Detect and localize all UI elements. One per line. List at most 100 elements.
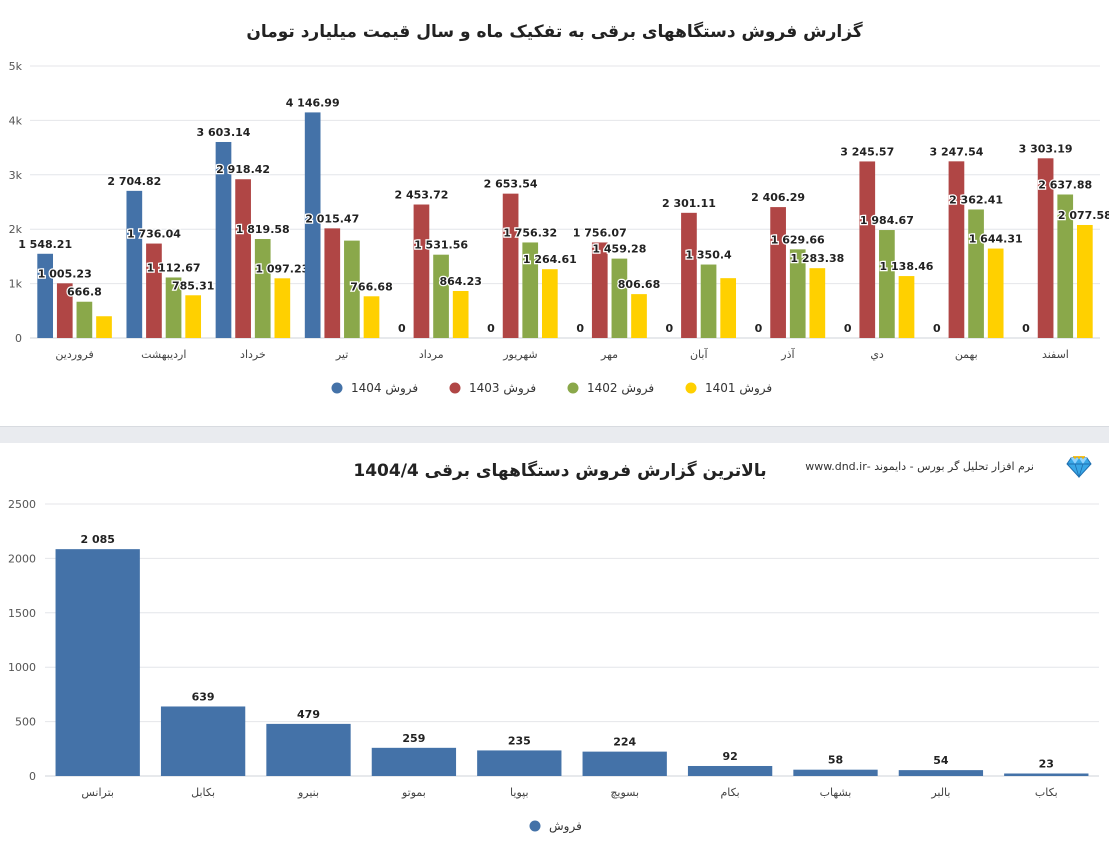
bar: [126, 190, 143, 338]
monthly-chart-title: گزارش فروش دستگاههای برقی به تفکیک ماه و…: [246, 22, 863, 42]
data-label: 54: [933, 754, 949, 767]
bar: [344, 240, 360, 338]
bar: [770, 207, 786, 338]
bar: [789, 249, 806, 338]
data-label: 2 637.88: [1038, 178, 1092, 191]
bar: [898, 770, 984, 776]
data-label: 806.68: [618, 278, 660, 291]
y-tick-label: 3k: [9, 169, 23, 182]
monthly-sales-chart: 0 1k 2k 3k 4k 5k 1 548.21 1 005.23 666.8 فروردین 2…: [9, 60, 1109, 396]
data-label: 2 077.58: [1058, 209, 1109, 222]
data-label: 1 548.21: [18, 238, 72, 251]
bar: [898, 276, 915, 338]
data-label: 224: [613, 736, 636, 749]
x-tick-label: اسفند: [1042, 348, 1069, 361]
bar: [433, 254, 449, 338]
data-label: 1 644.31: [969, 233, 1023, 246]
data-label: 23: [1039, 757, 1054, 770]
top-sales-chart-title: بالاترین گزارش فروش دستگاههای برقی 1404/…: [353, 461, 767, 481]
bar: [55, 549, 140, 776]
x-tick-label: بکابل: [191, 786, 215, 799]
y-tick-label: 4k: [9, 114, 23, 127]
x-tick-label: بکام: [720, 786, 739, 799]
data-label: 92: [722, 750, 737, 763]
x-tick-label: بکاب: [1035, 786, 1058, 799]
legend-label: فروش 1404: [351, 381, 418, 396]
bar: [987, 248, 1004, 338]
data-label: 2 015.47: [305, 212, 359, 225]
legend-marker: [567, 382, 579, 394]
y-tick-label: 5k: [9, 60, 23, 73]
bar: [1057, 194, 1074, 338]
data-label: 766.68: [350, 280, 392, 293]
data-label: 2 406.29: [751, 191, 805, 204]
legend-label: فروش 1401: [705, 381, 772, 396]
data-label: 2 362.41: [949, 193, 1003, 206]
y-tick-label: 500: [15, 716, 36, 729]
legend-item: فروش 1402: [567, 381, 654, 396]
data-label: 1 350.4: [685, 249, 732, 262]
legend-label: فروش 1403: [469, 381, 536, 396]
bar: [235, 179, 251, 338]
bar: [681, 212, 697, 338]
x-tick-label: بترانس: [81, 786, 114, 799]
x-tick-label: فروردین: [55, 348, 93, 361]
bar: [96, 316, 112, 338]
bar: [582, 751, 667, 776]
data-label: 479: [297, 708, 320, 721]
legend-item: فروش 1403: [449, 381, 536, 396]
data-label: 4 146.99: [286, 96, 340, 109]
brand-text: نرم افزار تحلیل گر بورس - دایموند -www.d…: [805, 460, 1034, 473]
data-label: 235: [508, 734, 531, 747]
y-tick-label: 1k: [9, 278, 23, 291]
x-tick-label: آبان: [690, 347, 708, 361]
data-label: 1 736.04: [127, 228, 181, 241]
bar: [1076, 224, 1093, 338]
legend-marker: [449, 382, 461, 394]
x-tick-label: دي: [870, 348, 884, 361]
bar: [165, 277, 182, 338]
x-tick-label: بهمن: [955, 348, 978, 361]
legend-item: فروش 1401: [685, 381, 772, 396]
data-label: 666.8: [67, 286, 102, 299]
bar: [413, 204, 430, 338]
bar: [76, 301, 93, 338]
bar: [254, 239, 271, 338]
legend-label: فروش: [549, 819, 582, 834]
data-label: 2 453.72: [394, 189, 448, 202]
bar: [1004, 773, 1089, 776]
y-tick-label: 1500: [8, 607, 36, 620]
x-tick-label: مهر: [600, 348, 618, 361]
bar: [185, 295, 202, 338]
bar: [502, 193, 519, 338]
data-label: 785.31: [172, 279, 214, 292]
data-label: 2 704.82: [107, 175, 161, 188]
bar: [591, 242, 608, 338]
bar: [477, 750, 562, 776]
x-tick-label: بسویچ: [610, 786, 639, 799]
bar: [879, 230, 895, 338]
bar: [631, 294, 647, 338]
data-label: 1 138.46: [880, 260, 934, 273]
data-label: 0: [398, 322, 406, 335]
data-label: 1 459.28: [592, 243, 646, 256]
data-label: 1 756.07: [573, 226, 627, 239]
data-label: 3 245.57: [840, 145, 894, 158]
data-label: 0: [576, 322, 584, 335]
data-label: 1 112.67: [147, 261, 201, 274]
y-tick-label: 0: [29, 770, 36, 783]
brand-block[interactable]: نرم افزار تحلیل گر بورس - دایموند -www.d…: [805, 453, 1106, 479]
data-label: 1 264.61: [523, 253, 577, 266]
y-tick-label: 0: [15, 332, 22, 345]
x-tick-label: مرداد: [419, 348, 444, 361]
y-tick-label: 1000: [8, 661, 36, 674]
x-tick-label: شهریور: [502, 348, 537, 361]
chart-panel-monthly: [0, 0, 1109, 427]
bar: [160, 706, 246, 776]
x-tick-label: تیر: [335, 348, 348, 361]
data-label: 1 819.58: [236, 223, 290, 236]
bar: [324, 228, 341, 338]
data-label: 1 097.23: [255, 262, 309, 275]
legend-marker: [331, 382, 343, 394]
data-label: 2 085: [80, 533, 114, 546]
